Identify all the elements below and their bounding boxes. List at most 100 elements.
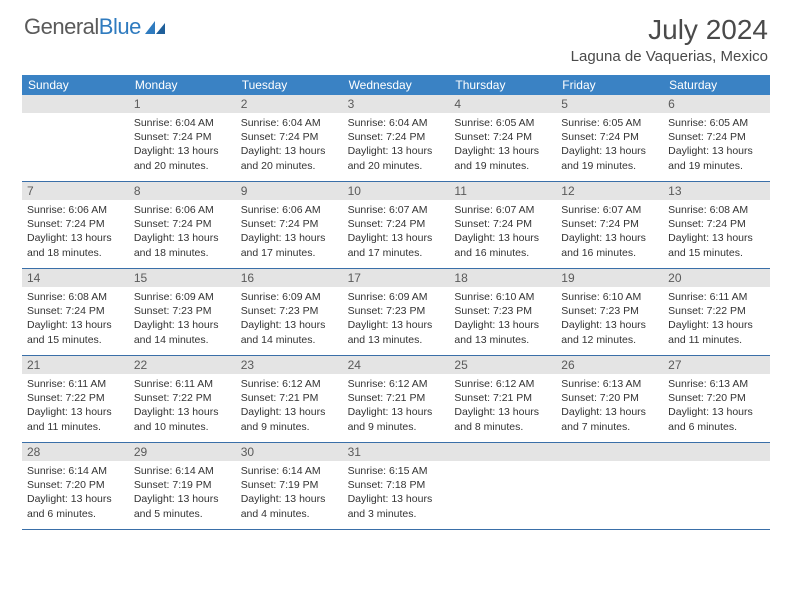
sunrise-line: Sunrise: 6:07 AM	[561, 203, 658, 217]
brand-part2: Blue	[99, 14, 141, 39]
sunset-line: Sunset: 7:23 PM	[348, 304, 445, 318]
sunrise-line: Sunrise: 6:14 AM	[241, 464, 338, 478]
daylight-line: Daylight: 13 hours and 13 minutes.	[348, 318, 445, 346]
sunset-line: Sunset: 7:20 PM	[561, 391, 658, 405]
day-body: Sunrise: 6:14 AMSunset: 7:19 PMDaylight:…	[129, 461, 236, 525]
day-cell	[556, 443, 663, 529]
sunrise-line: Sunrise: 6:12 AM	[348, 377, 445, 391]
sunrise-line: Sunrise: 6:04 AM	[134, 116, 231, 130]
logo-sail-icon	[145, 19, 167, 35]
sunrise-line: Sunrise: 6:04 AM	[241, 116, 338, 130]
daylight-line: Daylight: 13 hours and 10 minutes.	[134, 405, 231, 433]
day-number: 10	[343, 182, 450, 200]
sunrise-line: Sunrise: 6:14 AM	[134, 464, 231, 478]
day-number	[449, 443, 556, 461]
day-cell: 1Sunrise: 6:04 AMSunset: 7:24 PMDaylight…	[129, 95, 236, 181]
day-number: 13	[663, 182, 770, 200]
daylight-line: Daylight: 13 hours and 15 minutes.	[668, 231, 765, 259]
day-number: 6	[663, 95, 770, 113]
day-cell: 8Sunrise: 6:06 AMSunset: 7:24 PMDaylight…	[129, 182, 236, 268]
sunrise-line: Sunrise: 6:05 AM	[668, 116, 765, 130]
sunrise-line: Sunrise: 6:06 AM	[241, 203, 338, 217]
sunset-line: Sunset: 7:22 PM	[668, 304, 765, 318]
week-row: 7Sunrise: 6:06 AMSunset: 7:24 PMDaylight…	[22, 182, 770, 269]
day-number: 17	[343, 269, 450, 287]
daylight-line: Daylight: 13 hours and 18 minutes.	[134, 231, 231, 259]
day-number: 2	[236, 95, 343, 113]
day-cell: 21Sunrise: 6:11 AMSunset: 7:22 PMDayligh…	[22, 356, 129, 442]
day-body: Sunrise: 6:13 AMSunset: 7:20 PMDaylight:…	[556, 374, 663, 438]
day-body: Sunrise: 6:11 AMSunset: 7:22 PMDaylight:…	[129, 374, 236, 438]
sunset-line: Sunset: 7:23 PM	[241, 304, 338, 318]
day-cell: 19Sunrise: 6:10 AMSunset: 7:23 PMDayligh…	[556, 269, 663, 355]
sunrise-line: Sunrise: 6:12 AM	[241, 377, 338, 391]
day-number: 23	[236, 356, 343, 374]
day-number: 16	[236, 269, 343, 287]
dow-cell: Monday	[129, 75, 236, 95]
daylight-line: Daylight: 13 hours and 18 minutes.	[27, 231, 124, 259]
dow-cell: Tuesday	[236, 75, 343, 95]
daylight-line: Daylight: 13 hours and 14 minutes.	[134, 318, 231, 346]
daylight-line: Daylight: 13 hours and 11 minutes.	[668, 318, 765, 346]
day-body: Sunrise: 6:10 AMSunset: 7:23 PMDaylight:…	[449, 287, 556, 351]
day-number: 15	[129, 269, 236, 287]
sunrise-line: Sunrise: 6:13 AM	[561, 377, 658, 391]
day-cell: 11Sunrise: 6:07 AMSunset: 7:24 PMDayligh…	[449, 182, 556, 268]
daylight-line: Daylight: 13 hours and 14 minutes.	[241, 318, 338, 346]
sunrise-line: Sunrise: 6:11 AM	[27, 377, 124, 391]
day-cell: 27Sunrise: 6:13 AMSunset: 7:20 PMDayligh…	[663, 356, 770, 442]
day-number: 25	[449, 356, 556, 374]
day-cell: 23Sunrise: 6:12 AMSunset: 7:21 PMDayligh…	[236, 356, 343, 442]
brand-part1: General	[24, 14, 99, 39]
day-number: 31	[343, 443, 450, 461]
day-body: Sunrise: 6:11 AMSunset: 7:22 PMDaylight:…	[663, 287, 770, 351]
day-cell: 26Sunrise: 6:13 AMSunset: 7:20 PMDayligh…	[556, 356, 663, 442]
sunset-line: Sunset: 7:20 PM	[27, 478, 124, 492]
title-block: July 2024 Laguna de Vaquerias, Mexico	[571, 14, 768, 65]
day-cell: 5Sunrise: 6:05 AMSunset: 7:24 PMDaylight…	[556, 95, 663, 181]
daylight-line: Daylight: 13 hours and 15 minutes.	[27, 318, 124, 346]
daylight-line: Daylight: 13 hours and 13 minutes.	[454, 318, 551, 346]
day-body: Sunrise: 6:04 AMSunset: 7:24 PMDaylight:…	[129, 113, 236, 177]
day-number: 24	[343, 356, 450, 374]
day-number: 5	[556, 95, 663, 113]
daylight-line: Daylight: 13 hours and 7 minutes.	[561, 405, 658, 433]
sunset-line: Sunset: 7:24 PM	[27, 304, 124, 318]
dow-cell: Wednesday	[343, 75, 450, 95]
day-cell: 2 Sunrise: 6:04 AMSunset: 7:24 PMDaylight…	[236, 95, 343, 181]
daylight-line: Daylight: 13 hours and 9 minutes.	[348, 405, 445, 433]
day-cell: 31Sunrise: 6:15 AMSunset: 7:18 PMDayligh…	[343, 443, 450, 529]
daylight-line: Daylight: 13 hours and 16 minutes.	[561, 231, 658, 259]
daylight-line: Daylight: 13 hours and 19 minutes.	[561, 144, 658, 172]
day-body: Sunrise: 6:14 AMSunset: 7:20 PMDaylight:…	[22, 461, 129, 525]
day-number: 11	[449, 182, 556, 200]
day-number: 21	[22, 356, 129, 374]
day-body: Sunrise: 6:05 AMSunset: 7:24 PMDaylight:…	[449, 113, 556, 177]
sunset-line: Sunset: 7:24 PM	[348, 217, 445, 231]
brand-logo: GeneralBlue	[24, 14, 167, 40]
sunrise-line: Sunrise: 6:06 AM	[27, 203, 124, 217]
sunrise-line: Sunrise: 6:11 AM	[668, 290, 765, 304]
dow-cell: Sunday	[22, 75, 129, 95]
day-number: 8	[129, 182, 236, 200]
day-number: 9	[236, 182, 343, 200]
sunrise-line: Sunrise: 6:10 AM	[454, 290, 551, 304]
daylight-line: Daylight: 13 hours and 20 minutes.	[241, 144, 338, 172]
day-body: Sunrise: 6:12 AMSunset: 7:21 PMDaylight:…	[343, 374, 450, 438]
day-cell: 6Sunrise: 6:05 AMSunset: 7:24 PMDaylight…	[663, 95, 770, 181]
sunset-line: Sunset: 7:24 PM	[241, 130, 338, 144]
day-cell: 10Sunrise: 6:07 AMSunset: 7:24 PMDayligh…	[343, 182, 450, 268]
day-cell: 12Sunrise: 6:07 AMSunset: 7:24 PMDayligh…	[556, 182, 663, 268]
daylight-line: Daylight: 13 hours and 5 minutes.	[134, 492, 231, 520]
sunrise-line: Sunrise: 6:14 AM	[27, 464, 124, 478]
dow-cell: Friday	[556, 75, 663, 95]
day-body: Sunrise: 6:06 AMSunset: 7:24 PMDaylight:…	[22, 200, 129, 264]
daylight-line: Daylight: 13 hours and 4 minutes.	[241, 492, 338, 520]
sunset-line: Sunset: 7:23 PM	[134, 304, 231, 318]
week-row: 28Sunrise: 6:14 AMSunset: 7:20 PMDayligh…	[22, 443, 770, 530]
dow-cell: Saturday	[663, 75, 770, 95]
daylight-line: Daylight: 13 hours and 6 minutes.	[668, 405, 765, 433]
day-number	[556, 443, 663, 461]
day-body: Sunrise: 6:06 AMSunset: 7:24 PMDaylight:…	[236, 200, 343, 264]
location-label: Laguna de Vaquerias, Mexico	[571, 48, 768, 65]
